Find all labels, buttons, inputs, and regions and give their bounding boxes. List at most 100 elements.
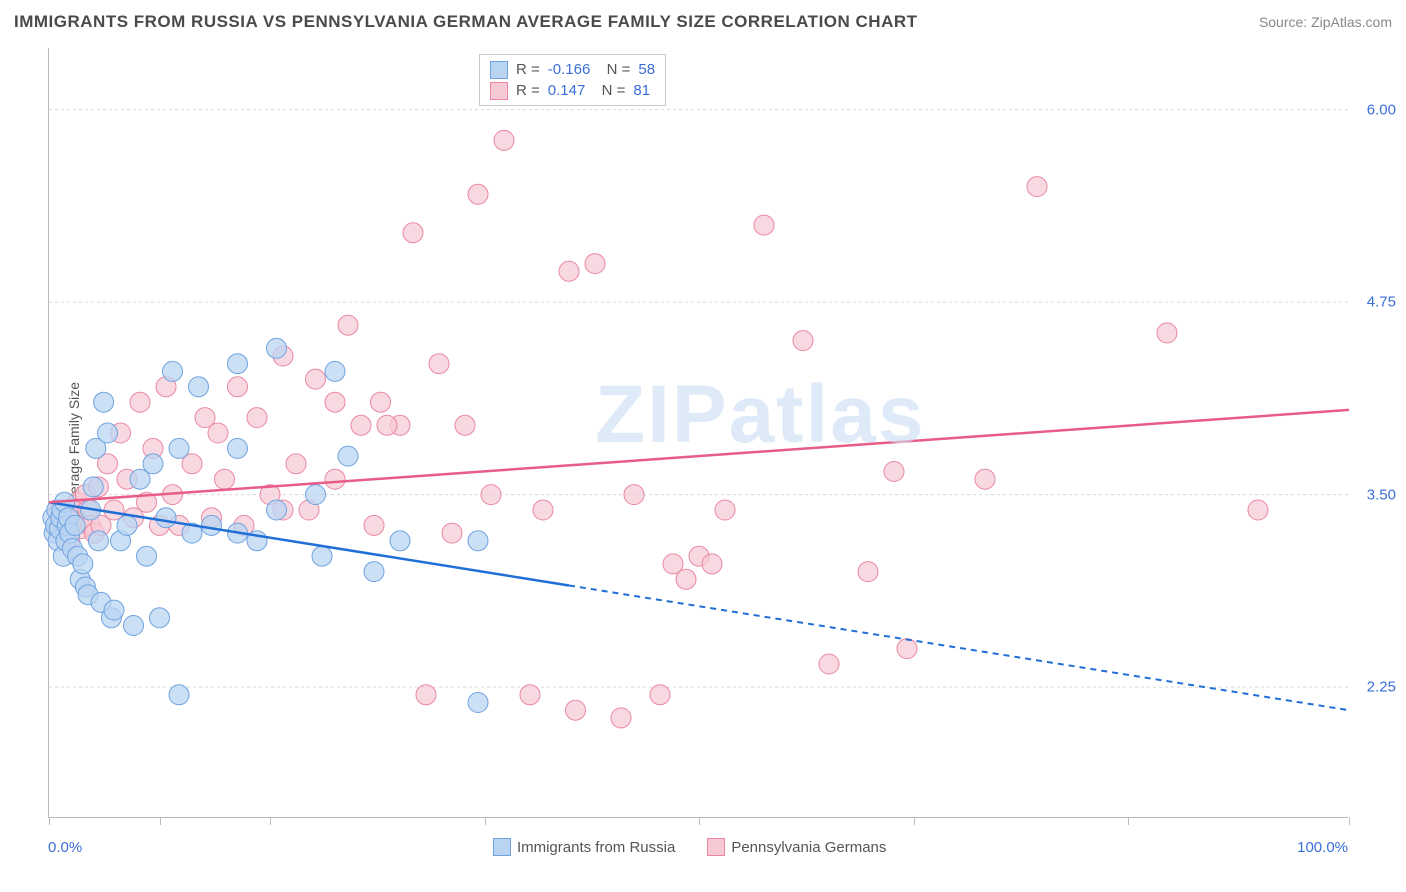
scatter-point [267,338,287,358]
scatter-point [312,546,332,566]
scatter-point [715,500,735,520]
scatter-point [585,254,605,274]
scatter-point [754,215,774,235]
scatter-point [143,454,163,474]
scatter-point [156,508,176,528]
correlation-stat-box: R = -0.166 N = 58 R = 0.147 N = 81 [479,54,666,106]
scatter-point [650,685,670,705]
legend-item-pink: Pennsylvania Germans [707,838,886,856]
scatter-point [189,377,209,397]
scatter-point [215,469,235,489]
x-tick [1349,817,1350,825]
scatter-point [94,392,114,412]
scatter-point [494,130,514,150]
scatter-point [137,546,157,566]
stat-n-blue: 58 [638,59,655,80]
scatter-point [104,600,124,620]
scatter-point [364,562,384,582]
scatter-point [202,515,222,535]
stat-row-blue: R = -0.166 N = 58 [490,59,655,80]
scatter-point [676,569,696,589]
stat-row-pink: R = 0.147 N = 81 [490,80,655,101]
scatter-point [150,608,170,628]
scatter-point [442,523,462,543]
scatter-point [819,654,839,674]
scatter-point [403,223,423,243]
scatter-point [533,500,553,520]
x-tick [1128,817,1129,825]
scatter-point [611,708,631,728]
scatter-point [169,438,189,458]
x-tick [49,817,50,825]
scatter-point [267,500,287,520]
scatter-point [468,184,488,204]
legend-swatch-blue [493,838,511,856]
stat-label-r: R = [516,59,540,80]
scatter-point [520,685,540,705]
scatter-point [481,485,501,505]
scatter-point [117,515,137,535]
scatter-point [338,315,358,335]
scatter-point [1248,500,1268,520]
scatter-point [1157,323,1177,343]
scatter-point [73,554,93,574]
chart-title: IMMIGRANTS FROM RUSSIA VS PENNSYLVANIA G… [14,12,918,32]
scatter-point [228,438,248,458]
scatter-point [624,485,644,505]
stat-r-blue: -0.166 [548,59,591,80]
scatter-point [371,392,391,412]
legend-label-blue: Immigrants from Russia [517,839,675,856]
scatter-point [559,261,579,281]
scatter-point [306,485,326,505]
stat-r-pink: 0.147 [548,80,586,101]
x-tick [485,817,486,825]
x-tick [914,817,915,825]
y-tick-label: 2.25 [1356,679,1396,696]
stat-label-n: N = [593,80,625,101]
legend-swatch-pink [707,838,725,856]
x-tick [160,817,161,825]
scatter-point [208,423,228,443]
scatter-point [1027,177,1047,197]
scatter-point [897,639,917,659]
scatter-point [98,423,118,443]
x-axis-max-label: 100.0% [1297,839,1348,856]
x-axis-min-label: 0.0% [48,839,82,856]
scatter-point [566,700,586,720]
scatter-point [858,562,878,582]
y-tick-label: 3.50 [1356,486,1396,503]
scatter-point [390,531,410,551]
legend-label-pink: Pennsylvania Germans [731,839,886,856]
scatter-point [306,369,326,389]
scatter-point [429,354,449,374]
scatter-plot: ZIPatlas R = -0.166 N = 58 R = 0.147 N =… [48,48,1348,818]
scatter-point [65,515,85,535]
scatter-point [364,515,384,535]
scatter-point [884,462,904,482]
scatter-point [325,361,345,381]
scatter-point [169,685,189,705]
legend-item-blue: Immigrants from Russia [493,838,675,856]
trend-line-dashed [569,585,1349,710]
scatter-point [325,469,345,489]
scatter-point [124,616,144,636]
scatter-point [455,415,475,435]
x-tick [699,817,700,825]
y-tick-label: 6.00 [1356,101,1396,118]
scatter-point [228,377,248,397]
scatter-point [351,415,371,435]
scatter-point [975,469,995,489]
scatter-point [468,531,488,551]
scatter-point [377,415,397,435]
chart-source: Source: ZipAtlas.com [1259,14,1392,30]
scatter-point [247,408,267,428]
x-tick [270,817,271,825]
stat-swatch-pink [490,82,508,100]
series-legend: Immigrants from Russia Pennsylvania Germ… [493,838,886,856]
stat-swatch-blue [490,61,508,79]
stat-label-n: N = [598,59,630,80]
scatter-point [702,554,722,574]
scatter-point [163,361,183,381]
scatter-point [338,446,358,466]
scatter-point [468,693,488,713]
